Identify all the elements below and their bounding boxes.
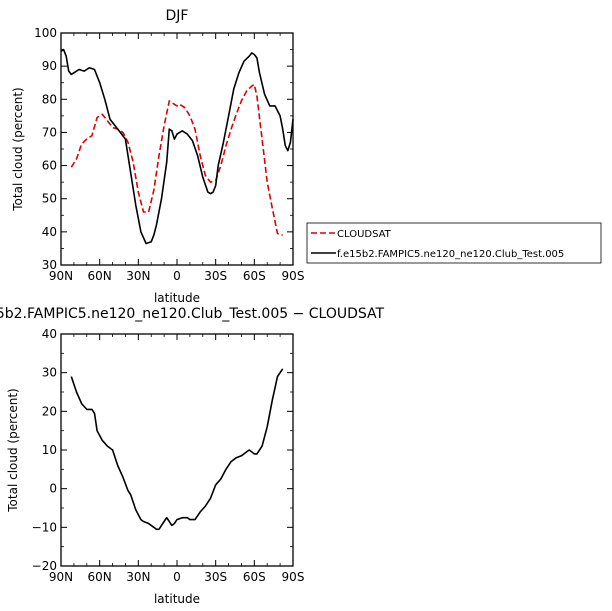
y-tick-label: 30 [42,366,57,380]
y-tick-label: 40 [42,327,57,341]
legend-box [306,222,602,264]
y-tick-label: 50 [42,192,57,206]
y-tick-label: 20 [42,404,57,418]
x-tick-label: 30N [126,570,150,584]
legend-label-model: f.e15b2.FAMPIC5.ne120_ne120.Club_Test.00… [337,249,564,260]
series-line-0 [70,83,283,236]
bottom-plot-title: f.e15b2.FAMPIC5.ne120_ne120.Club_Test.00… [0,306,385,322]
x-tick-label: 60N [88,269,112,283]
series-line-1 [60,48,294,245]
top-y-axis-title: Total cloud (percent) [11,87,25,211]
legend: CLOUDSAT f.e15b2.FAMPIC5.ne120_ne120.Clu… [306,222,602,264]
x-tick-label: 90N [49,269,73,283]
x-tick-label: 90N [49,570,73,584]
bottom-y-axis-ticks: −20 −10 0 10 20 30 40 [32,327,293,573]
x-tick-label: 0 [173,570,181,584]
y-tick-label: 30 [42,258,57,272]
y-tick-label: 100 [34,26,57,40]
x-tick-label: 90S [282,269,305,283]
x-tick-label: 30S [204,269,227,283]
y-tick-label: 10 [42,443,57,457]
bottom-plot-frame [60,333,294,567]
bottom-series-lines [70,368,284,531]
y-tick-label: −10 [32,520,57,534]
x-tick-label: 60N [88,570,112,584]
bottom-x-axis-title: latitude [154,592,200,606]
x-tick-label: 0 [173,269,181,283]
top-x-axis-ticks: 90N 60N 30N 0 30S 60S 90S [49,33,305,283]
x-tick-label: 60S [243,570,266,584]
bottom-y-axis-title: Total cloud (percent) [6,388,20,512]
y-tick-label: −20 [32,559,57,573]
y-tick-label: 90 [42,59,57,73]
y-tick-label: 40 [42,225,57,239]
top-x-axis-title: latitude [154,291,200,305]
top-series-lines [60,48,294,245]
y-tick-label: 80 [42,92,57,106]
y-tick-label: 60 [42,159,57,173]
legend-label-cloudsat: CLOUDSAT [337,229,392,240]
x-tick-label: 30S [204,570,227,584]
bottom-plot: f.e15b2.FAMPIC5.ne120_ne120.Club_Test.00… [0,306,385,606]
x-tick-label: 30N [126,269,150,283]
x-tick-label: 60S [243,269,266,283]
x-tick-label: 90S [282,570,305,584]
y-tick-label: 70 [42,125,57,139]
bottom-x-axis-ticks: 90N 60N 30N 0 30S 60S 90S [49,334,305,584]
y-tick-label: 0 [49,482,57,496]
top-y-axis-ticks: 30 40 50 60 70 80 90 100 [34,26,293,272]
top-plot-title: DJF [166,8,189,24]
series-line-0 [70,368,284,531]
